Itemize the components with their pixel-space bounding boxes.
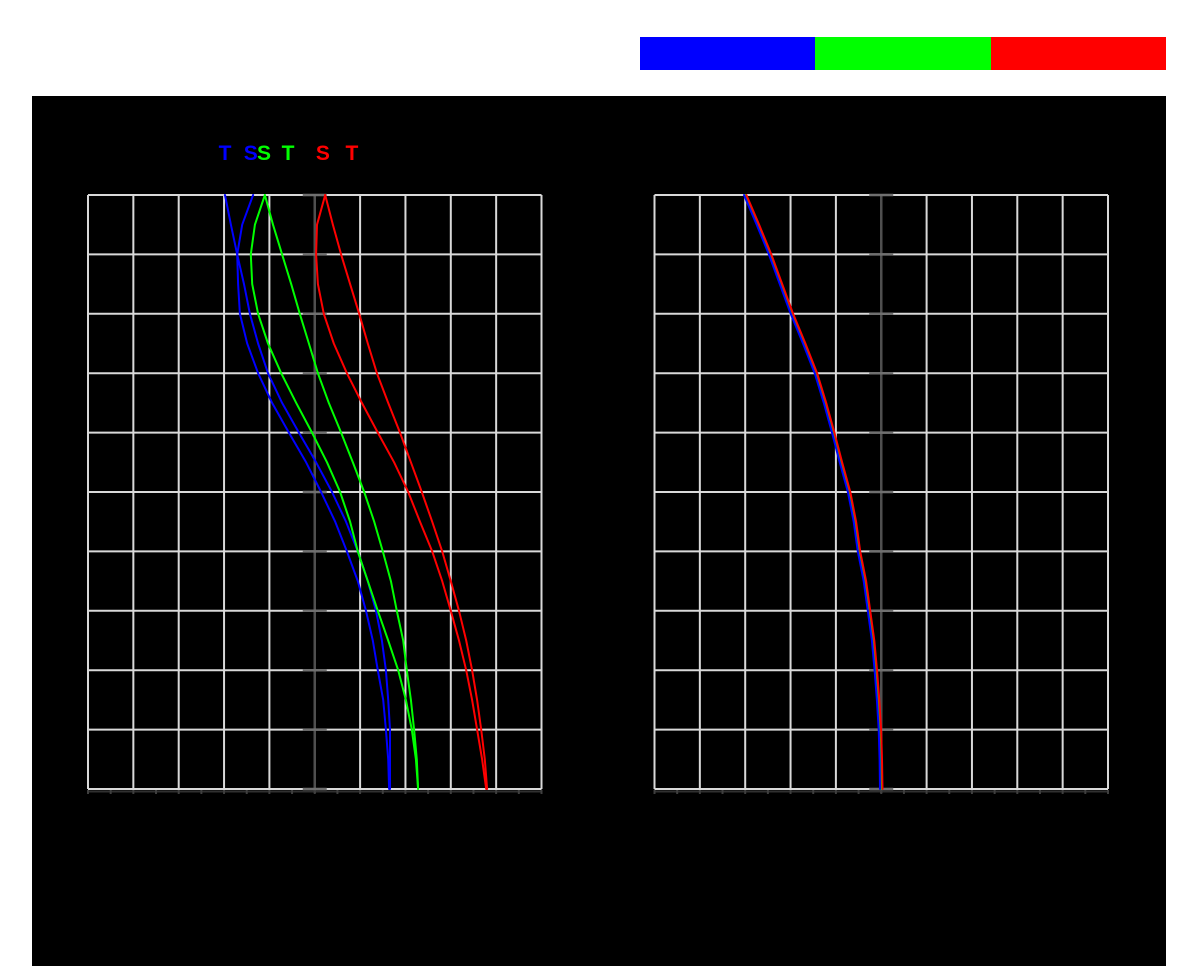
legend-segment-wavelength-2 [815, 37, 991, 70]
legend-segment-wavelength-1 [640, 37, 816, 70]
curve-label-S-green: S [256, 142, 272, 165]
curve-S-green [249, 194, 420, 790]
curve-label-T-blue: T [218, 142, 232, 165]
wavelength-legend-bar [640, 37, 1166, 70]
curve-S-red [315, 194, 488, 790]
curve-label-S-red: S [315, 142, 330, 165]
curve-label-S-blue: S [243, 142, 258, 165]
curve-distortion-blue [743, 194, 881, 790]
curve-label-T-red: T [345, 142, 359, 165]
curve-T-red [324, 194, 489, 790]
legend-segment-wavelength-3 [990, 37, 1166, 70]
curve-T-green [263, 194, 420, 790]
plots-canvas [87, 193, 1109, 794]
curve-distortion-green [744, 194, 883, 790]
curve-label-T-green: T [281, 142, 295, 165]
curve-distortion-red [745, 194, 884, 790]
curve-S-blue [236, 194, 391, 790]
curve-T-blue [224, 194, 391, 790]
